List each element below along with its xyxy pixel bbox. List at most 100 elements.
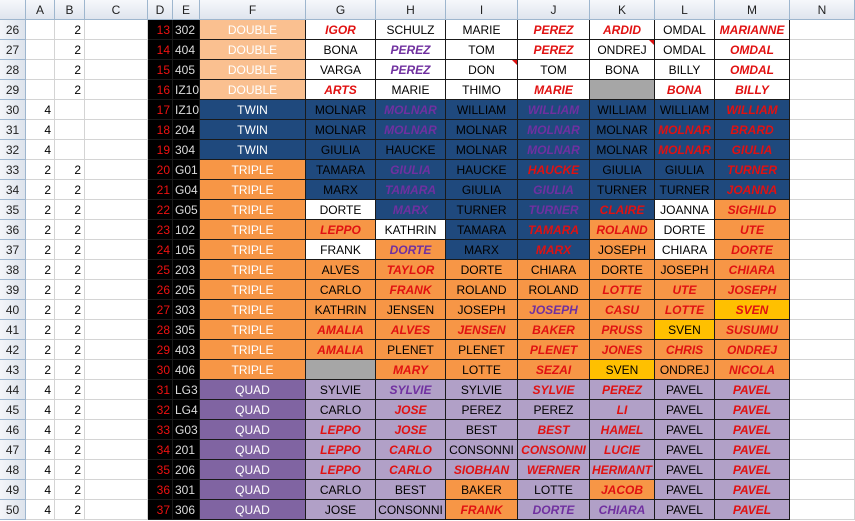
cell-c[interactable] — [85, 200, 148, 220]
guest-cell-j[interactable]: SEZAI — [518, 360, 590, 380]
guest-cell-g[interactable]: CARLO — [306, 400, 376, 420]
cell-b[interactable]: 2 — [55, 500, 85, 520]
guest-cell-g[interactable]: AMALIA — [306, 320, 376, 340]
guest-cell-l[interactable]: MOLNAR — [655, 120, 715, 140]
room-type-cell[interactable]: TRIPLE — [200, 320, 306, 340]
cell-d[interactable]: 24 — [148, 240, 173, 260]
cell-n[interactable] — [790, 420, 855, 440]
guest-cell-g[interactable]: LEPPO — [306, 220, 376, 240]
column-header-e[interactable]: E — [173, 0, 200, 20]
cell-c[interactable] — [85, 100, 148, 120]
cell-d[interactable]: 37 — [148, 500, 173, 520]
guest-cell-k[interactable]: PRUSS — [590, 320, 655, 340]
cell-c[interactable] — [85, 280, 148, 300]
guest-cell-j[interactable]: MOLNAR — [518, 140, 590, 160]
guest-cell-k[interactable]: HAMEL — [590, 420, 655, 440]
guest-cell-i[interactable]: GIULIA — [446, 180, 518, 200]
cell-a[interactable]: 4 — [26, 120, 55, 140]
guest-cell-h[interactable]: BEST — [376, 480, 446, 500]
guest-cell-l[interactable]: PAVEL — [655, 440, 715, 460]
guest-cell-m[interactable]: WILLIAM — [715, 100, 790, 120]
guest-cell-k[interactable]: JOSEPH — [590, 240, 655, 260]
guest-cell-m[interactable]: SIGHILD — [715, 200, 790, 220]
room-type-cell[interactable]: DOUBLE — [200, 80, 306, 100]
cell-e[interactable]: IZ10 — [173, 100, 200, 120]
cell-c[interactable] — [85, 140, 148, 160]
cell-a[interactable]: 4 — [26, 460, 55, 480]
cell-a[interactable]: 4 — [26, 440, 55, 460]
guest-cell-k[interactable]: MOLNAR — [590, 140, 655, 160]
cell-e[interactable]: 303 — [173, 300, 200, 320]
cell-c[interactable] — [85, 60, 148, 80]
cell-e[interactable]: G04 — [173, 180, 200, 200]
column-header-d[interactable]: D — [148, 0, 173, 20]
guest-cell-h[interactable]: HAUCKE — [376, 140, 446, 160]
guest-cell-k[interactable]: DORTE — [590, 260, 655, 280]
cell-e[interactable]: G05 — [173, 200, 200, 220]
guest-cell-l[interactable]: OMDAL — [655, 20, 715, 40]
cell-e[interactable]: 203 — [173, 260, 200, 280]
column-header-m[interactable]: M — [715, 0, 790, 20]
guest-cell-g[interactable]: LEPPO — [306, 420, 376, 440]
guest-cell-h[interactable]: CARLO — [376, 460, 446, 480]
guest-cell-l[interactable]: DORTE — [655, 220, 715, 240]
cell-a[interactable]: 2 — [26, 300, 55, 320]
cell-d[interactable]: 17 — [148, 100, 173, 120]
cell-b[interactable]: 2 — [55, 260, 85, 280]
cell-d[interactable]: 20 — [148, 160, 173, 180]
guest-cell-h[interactable]: PEREZ — [376, 40, 446, 60]
cell-a[interactable]: 4 — [26, 420, 55, 440]
cell-c[interactable] — [85, 340, 148, 360]
guest-cell-j[interactable]: JOSEPH — [518, 300, 590, 320]
guest-cell-m[interactable]: CHIARA — [715, 260, 790, 280]
guest-cell-j[interactable]: SYLVIE — [518, 380, 590, 400]
guest-cell-h[interactable]: PEREZ — [376, 60, 446, 80]
guest-cell-h[interactable]: MOLNAR — [376, 120, 446, 140]
cell-c[interactable] — [85, 440, 148, 460]
cell-a[interactable]: 2 — [26, 160, 55, 180]
cell-a[interactable]: 4 — [26, 140, 55, 160]
cell-b[interactable]: 2 — [55, 40, 85, 60]
cell-b[interactable]: 2 — [55, 60, 85, 80]
guest-cell-m[interactable]: ONDREJ — [715, 340, 790, 360]
guest-cell-g[interactable]: IGOR — [306, 20, 376, 40]
cell-e[interactable]: LG3 — [173, 380, 200, 400]
cell-n[interactable] — [790, 120, 855, 140]
cell-c[interactable] — [85, 300, 148, 320]
guest-cell-k[interactable]: TURNER — [590, 180, 655, 200]
guest-cell-l[interactable]: PAVEL — [655, 460, 715, 480]
guest-cell-l[interactable]: BONA — [655, 80, 715, 100]
guest-cell-m[interactable]: SUSUMU — [715, 320, 790, 340]
row-header[interactable]: 29 — [0, 80, 26, 100]
cell-n[interactable] — [790, 140, 855, 160]
guest-cell-m[interactable]: TURNER — [715, 160, 790, 180]
guest-cell-j[interactable]: CONSONNI — [518, 440, 590, 460]
guest-cell-m[interactable]: PAVEL — [715, 420, 790, 440]
cell-d[interactable]: 16 — [148, 80, 173, 100]
row-header[interactable]: 33 — [0, 160, 26, 180]
guest-cell-j[interactable]: ROLAND — [518, 280, 590, 300]
guest-cell-l[interactable]: BILLY — [655, 60, 715, 80]
guest-cell-i[interactable]: SYLVIE — [446, 380, 518, 400]
cell-e[interactable]: 305 — [173, 320, 200, 340]
row-header[interactable]: 37 — [0, 240, 26, 260]
guest-cell-m[interactable]: PAVEL — [715, 440, 790, 460]
guest-cell-h[interactable]: MARIE — [376, 80, 446, 100]
column-header-a[interactable]: A — [26, 0, 55, 20]
row-header[interactable]: 31 — [0, 120, 26, 140]
guest-cell-m[interactable]: UTE — [715, 220, 790, 240]
room-type-cell[interactable]: DOUBLE — [200, 60, 306, 80]
cell-a[interactable] — [26, 40, 55, 60]
room-type-cell[interactable]: QUAD — [200, 400, 306, 420]
column-header-l[interactable]: L — [655, 0, 715, 20]
cell-e[interactable]: G01 — [173, 160, 200, 180]
guest-cell-m[interactable]: JOSEPH — [715, 280, 790, 300]
cell-c[interactable] — [85, 460, 148, 480]
cell-c[interactable] — [85, 120, 148, 140]
guest-cell-k[interactable]: LUCIE — [590, 440, 655, 460]
cell-d[interactable]: 33 — [148, 420, 173, 440]
cell-b[interactable]: 2 — [55, 360, 85, 380]
cell-b[interactable]: 2 — [55, 200, 85, 220]
guest-cell-m[interactable]: MARIANNE — [715, 20, 790, 40]
cell-d[interactable]: 35 — [148, 460, 173, 480]
